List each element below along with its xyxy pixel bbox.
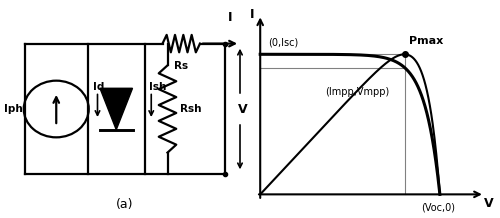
Text: (a): (a) [116,198,134,211]
Text: Iph: Iph [4,104,22,114]
Text: (0,Isc): (0,Isc) [268,38,298,48]
Text: (Impp,Vmpp): (Impp,Vmpp) [325,87,390,97]
Text: Pmax: Pmax [408,36,443,46]
Text: Ish: Ish [149,82,166,92]
Text: (Voc,0): (Voc,0) [421,202,455,212]
Text: V: V [484,198,494,210]
Text: Rsh: Rsh [180,104,202,114]
Text: Rs: Rs [174,61,188,71]
Polygon shape [100,88,132,130]
Text: I: I [250,8,254,21]
Text: V: V [238,102,248,116]
Text: Id: Id [92,82,104,92]
Text: I: I [228,11,232,24]
